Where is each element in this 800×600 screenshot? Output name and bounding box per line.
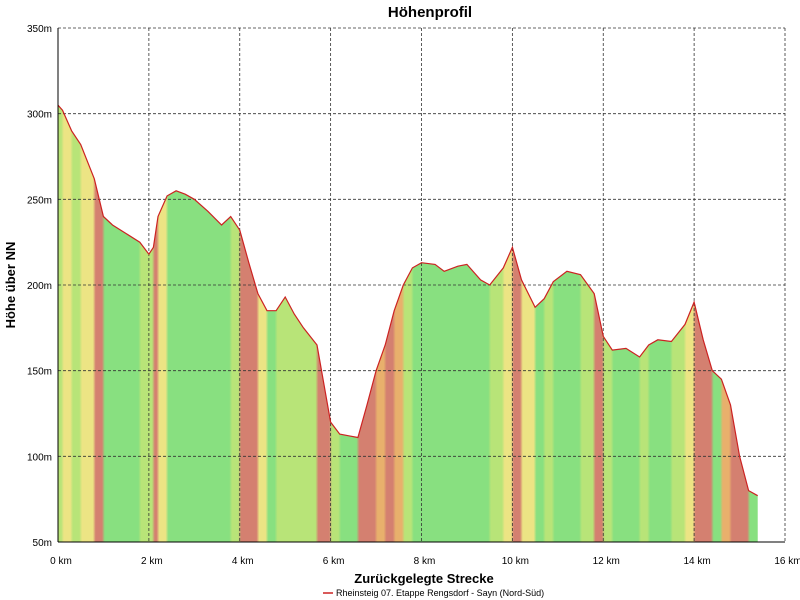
x-tick-label: 2 km [141,556,163,567]
y-tick-label: 250m [27,195,52,206]
legend-label: Rheinsteig 07. Etappe Rengsdorf - Sayn (… [336,588,544,598]
x-tick-label: 14 km [684,556,711,567]
x-tick-label: 6 km [323,556,345,567]
y-tick-label: 50m [33,538,52,549]
elevation-line [57,104,758,497]
elevation-area [58,105,758,542]
y-tick-label: 200m [27,281,52,292]
x-tick-label: 8 km [414,556,436,567]
y-tick-label: 300m [27,110,52,121]
legend: Rheinsteig 07. Etappe Rengsdorf - Sayn (… [323,588,544,598]
x-tick-label: 16 km [774,556,800,567]
y-axis-label: Höhe über NN [3,242,18,329]
x-axis-label: Zurückgelegte Strecke [354,571,493,586]
y-tick-label: 100m [27,452,52,463]
y-tick-label: 350m [27,24,52,35]
x-tick-label: 12 km [593,556,620,567]
plot-area: 50m 100m 150m 200m 250m 300m 350m 0 km 2 km 4 km 6… [27,24,800,567]
x-tick-label: 4 km [232,556,254,567]
x-tick-label: 10 km [502,556,529,567]
y-tick-label: 150m [27,367,52,378]
x-tick-label: 0 km [50,556,72,567]
chart-title: Höhenprofil [388,4,472,21]
